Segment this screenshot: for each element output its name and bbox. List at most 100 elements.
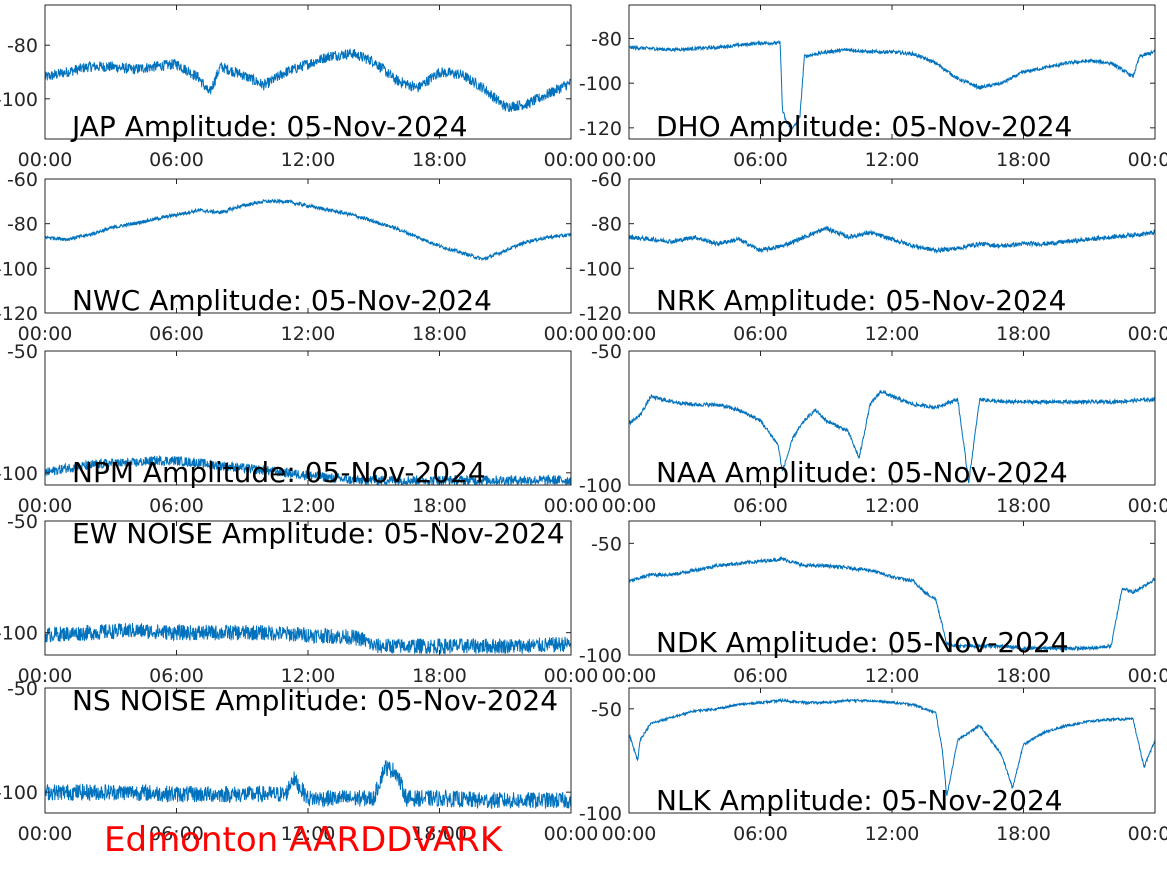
x-tick-label: 12:00	[281, 823, 336, 845]
x-tick-label: 12:00	[865, 149, 920, 171]
x-tick-label: 12:00	[281, 495, 336, 517]
x-tick-label: 18:00	[412, 665, 467, 687]
y-tick-label: -50	[7, 341, 38, 363]
x-tick-label: 06:00	[149, 149, 204, 171]
panel-2: 00:00 06:00 12:00 18:00 00:00 -80 -100 -120 DHO …	[579, 4, 1167, 171]
x-tick-label: 00:00	[1128, 665, 1167, 687]
panel-title: NWC Amplitude: 05-Nov-2024	[72, 284, 492, 317]
x-tick-label: 06:00	[149, 323, 204, 345]
x-tick-label: 12:00	[865, 495, 920, 517]
series-line-2	[629, 39, 1155, 130]
series-line-10	[629, 697, 1155, 796]
y-tick-label: -60	[7, 169, 38, 191]
y-tick-label: -120	[0, 303, 38, 325]
x-tick-label: 00:00	[1128, 823, 1167, 845]
panel-title: NAA Amplitude: 05-Nov-2024	[656, 456, 1068, 489]
x-tick-label: 06:00	[149, 665, 204, 687]
panel-9: 00:00 06:00 12:00 18:00 00:00 -50 -100 NS NOISE…	[0, 678, 598, 845]
series-line-3	[45, 198, 571, 262]
x-tick-label: 18:00	[412, 495, 467, 517]
y-tick-label: -50	[7, 678, 38, 700]
y-tick-label: -80	[7, 214, 38, 236]
series-line-5	[45, 454, 571, 485]
panel-7: 00:00 06:00 12:00 18:00 00:00 -50 -100 EW NOISE…	[0, 511, 598, 687]
panel-title: EW NOISE Amplitude: 05-Nov-2024	[72, 517, 565, 550]
panel-title: DHO Amplitude: 05-Nov-2024	[656, 110, 1072, 143]
x-tick-label: 12:00	[865, 823, 920, 845]
panel-title: NS NOISE Amplitude: 05-Nov-2024	[72, 684, 558, 717]
y-tick-label: -100	[579, 803, 622, 825]
x-tick-label: 00:00	[18, 323, 73, 345]
series-line-1	[45, 48, 571, 113]
x-tick-label: 00:00	[18, 149, 73, 171]
y-tick-label: -80	[591, 214, 622, 236]
panel-title: NPM Amplitude: 05-Nov-2024	[72, 456, 486, 489]
x-tick-label: 06:00	[733, 823, 788, 845]
x-tick-label: 00:00	[602, 495, 657, 517]
panel-4: 00:00 06:00 12:00 18:00 00:00 -60 -80 -100 -120 N…	[579, 169, 1167, 345]
x-tick-label: 00:00	[602, 665, 657, 687]
x-tick-label: 00:00	[544, 665, 599, 687]
y-tick-label: -100	[579, 73, 622, 95]
x-tick-label: 00:00	[1128, 323, 1167, 345]
y-tick-label: -120	[579, 118, 622, 140]
panel-title: NRK Amplitude: 05-Nov-2024	[656, 284, 1066, 317]
x-tick-label: 18:00	[996, 823, 1051, 845]
x-tick-label: 06:00	[733, 665, 788, 687]
panel-6: 00:00 06:00 12:00 18:00 00:00 -50 -100 NAA Ampl…	[579, 341, 1167, 517]
y-tick-label: -100	[579, 475, 622, 497]
y-tick-label: -100	[0, 782, 38, 804]
x-tick-label: 00:00	[18, 823, 73, 845]
x-tick-label: 12:00	[281, 665, 336, 687]
x-tick-label: 06:00	[149, 495, 204, 517]
y-tick-label: -100	[579, 258, 622, 280]
panel-10: 00:00 06:00 12:00 18:00 00:00 -50 -100 NLK Ampl…	[579, 687, 1167, 845]
y-tick-label: -100	[0, 258, 38, 280]
series-line-4	[629, 225, 1155, 255]
x-tick-label: 12:00	[865, 323, 920, 345]
x-tick-label: 06:00	[733, 323, 788, 345]
y-tick-label: -50	[591, 699, 622, 721]
x-tick-label: 00:00	[544, 495, 599, 517]
x-tick-label: 18:00	[412, 823, 467, 845]
x-tick-label: 00:00	[1128, 495, 1167, 517]
x-tick-label: 06:00	[149, 823, 204, 845]
y-tick-label: -100	[0, 89, 38, 111]
panel-3: 00:00 06:00 12:00 18:00 00:00 -60 -80 -100 -120 N…	[0, 169, 598, 345]
x-tick-label: 12:00	[865, 665, 920, 687]
x-tick-label: 00:00	[18, 495, 73, 517]
y-tick-label: -50	[591, 341, 622, 363]
y-tick-label: -80	[7, 35, 38, 57]
y-tick-label: -50	[591, 533, 622, 555]
x-tick-label: 12:00	[281, 149, 336, 171]
x-tick-label: 18:00	[996, 665, 1051, 687]
x-tick-label: 00:00	[1128, 149, 1167, 171]
series-line-6	[629, 389, 1155, 484]
x-tick-label: 18:00	[996, 149, 1051, 171]
series-line-8	[629, 556, 1155, 652]
station-title: Edmonton AARDDVARK	[104, 820, 503, 860]
x-tick-label: 06:00	[733, 495, 788, 517]
panel-title: JAP Amplitude: 05-Nov-2024	[70, 110, 468, 143]
x-tick-label: 00:00	[544, 823, 599, 845]
y-tick-label: -100	[579, 645, 622, 667]
x-tick-label: 06:00	[733, 149, 788, 171]
y-tick-label: -80	[591, 29, 622, 51]
y-tick-label: -60	[591, 169, 622, 191]
x-tick-label: 00:00	[602, 149, 657, 171]
y-tick-label: -100	[0, 623, 38, 645]
y-tick-label: -120	[579, 303, 622, 325]
y-tick-label: -50	[7, 511, 38, 533]
x-tick-label: 18:00	[996, 323, 1051, 345]
panel-8: 00:00 06:00 12:00 18:00 00:00 -50 -100 NDK Ampl…	[579, 520, 1167, 687]
x-tick-label: 18:00	[412, 149, 467, 171]
x-tick-label: 18:00	[412, 323, 467, 345]
series-line-9	[45, 759, 571, 810]
x-tick-label: 00:00	[18, 665, 73, 687]
panel-5: 00:00 06:00 12:00 18:00 00:00 -50 -100 NPM Ampl…	[0, 341, 598, 517]
series-line-7	[45, 622, 571, 655]
x-tick-label: 00:00	[602, 823, 657, 845]
x-tick-label: 00:00	[602, 323, 657, 345]
panel-1: 00:00 06:00 12:00 18:00 00:00 -80 -100 JAP Ampl…	[0, 4, 598, 171]
